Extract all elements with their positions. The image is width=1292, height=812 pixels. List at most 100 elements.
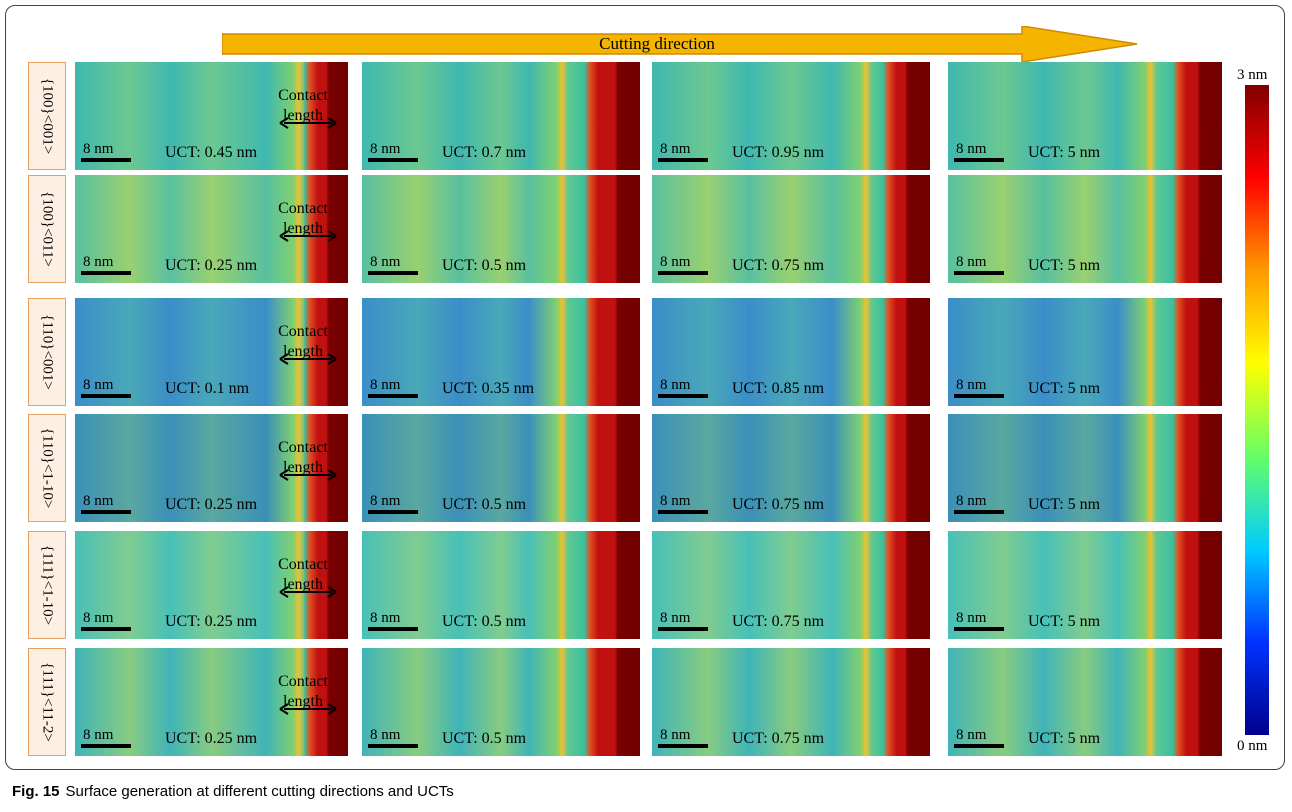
uct-label: UCT: 0.75 nm [732,257,824,275]
caption-text: Surface generation at different cutting … [66,783,454,800]
row-label-text: {100}<011> [39,191,56,267]
colorbar [1245,85,1269,735]
surface-panel: 8 nm UCT: 0.7 nm [362,62,640,170]
scale-bar: 8 nm [368,254,418,275]
scale-bar: 8 nm [368,141,418,162]
contact-arrow [278,585,338,599]
row-label-text: {110}<001> [39,314,56,390]
uct-label: UCT: 0.95 nm [732,144,824,162]
row-label: {110}<001> [28,298,66,406]
surface-panel: 8 nm UCT: 5 nm [948,62,1222,170]
surface-panel: 8 nm UCT: 0.75 nm [652,531,930,639]
row-label: {110}<1-10> [28,414,66,522]
row-label: {111}<11-2> [28,648,66,756]
surface-panel: 8 nm UCT: 0.25 nm Contact length [75,648,348,756]
uct-label: UCT: 0.5 nm [442,257,526,275]
arrow-label: Cutting direction [222,34,1092,54]
scale-bar: 8 nm [954,727,1004,748]
surface-panel: 8 nm UCT: 0.25 nm Contact length [75,531,348,639]
uct-label: UCT: 0.25 nm [165,730,257,748]
contact-label: Contact length [272,672,334,712]
uct-label: UCT: 0.85 nm [732,380,824,398]
row-label-text: {111}<11-2> [39,662,56,742]
uct-label: UCT: 5 nm [1028,144,1100,162]
scale-bar: 8 nm [81,727,131,748]
scale-bar: 8 nm [954,610,1004,631]
contact-arrow [278,468,338,482]
uct-label: UCT: 0.5 nm [442,613,526,631]
row-label-text: {100}<001> [39,78,56,154]
uct-label: UCT: 0.75 nm [732,730,824,748]
row-label-text: {111}<1-10> [39,545,56,625]
surface-panel: 8 nm UCT: 5 nm [948,298,1222,406]
surface-panel: 8 nm UCT: 5 nm [948,414,1222,522]
contact-arrow [278,352,338,366]
contact-label: Contact length [272,555,334,595]
surface-panel: 8 nm UCT: 5 nm [948,175,1222,283]
uct-label: UCT: 0.25 nm [165,613,257,631]
uct-label: UCT: 0.25 nm [165,496,257,514]
surface-panel: 8 nm UCT: 0.5 nm [362,648,640,756]
scale-bar: 8 nm [658,727,708,748]
uct-label: UCT: 5 nm [1028,257,1100,275]
row-label: {100}<011> [28,175,66,283]
surface-panel: 8 nm UCT: 0.25 nm Contact length [75,414,348,522]
contact-arrow [278,702,338,716]
uct-label: UCT: 0.1 nm [165,380,249,398]
scale-bar: 8 nm [368,377,418,398]
colorbar-min: 0 nm [1237,738,1267,755]
contact-label: Contact length [272,438,334,478]
caption: Fig. 15 Surface generation at different c… [12,783,454,800]
caption-label: Fig. 15 [12,783,60,800]
surface-panel: 8 nm UCT: 0.75 nm [652,414,930,522]
uct-label: UCT: 5 nm [1028,496,1100,514]
uct-label: UCT: 0.5 nm [442,496,526,514]
scale-bar: 8 nm [954,493,1004,514]
scale-bar: 8 nm [81,377,131,398]
surface-panel: 8 nm UCT: 0.25 nm Contact length [75,175,348,283]
scale-bar: 8 nm [954,254,1004,275]
scale-bar: 8 nm [658,610,708,631]
surface-panel: 8 nm UCT: 0.75 nm [652,175,930,283]
row-label: {100}<001> [28,62,66,170]
scale-bar: 8 nm [658,254,708,275]
uct-label: UCT: 5 nm [1028,730,1100,748]
contact-arrow [278,116,338,130]
uct-label: UCT: 0.75 nm [732,613,824,631]
page: Cutting direction 3 nm 0 nm Fig. 15 Surfa… [0,0,1292,812]
uct-label: UCT: 0.75 nm [732,496,824,514]
colorbar-max: 3 nm [1237,67,1267,84]
uct-label: UCT: 0.45 nm [165,144,257,162]
surface-panel: 8 nm UCT: 5 nm [948,531,1222,639]
scale-bar: 8 nm [658,493,708,514]
uct-label: UCT: 5 nm [1028,380,1100,398]
row-label-text: {110}<1-10> [39,428,56,509]
scale-bar: 8 nm [81,141,131,162]
row-label: {111}<1-10> [28,531,66,639]
surface-panel: 8 nm UCT: 0.5 nm [362,175,640,283]
contact-arrow [278,229,338,243]
scale-bar: 8 nm [954,141,1004,162]
contact-label: Contact length [272,199,334,239]
scale-bar: 8 nm [81,493,131,514]
scale-bar: 8 nm [81,254,131,275]
uct-label: UCT: 0.35 nm [442,380,534,398]
surface-panel: 8 nm UCT: 0.95 nm [652,62,930,170]
scale-bar: 8 nm [81,610,131,631]
uct-label: UCT: 5 nm [1028,613,1100,631]
uct-label: UCT: 0.7 nm [442,144,526,162]
surface-panel: 8 nm UCT: 5 nm [948,648,1222,756]
uct-label: UCT: 0.5 nm [442,730,526,748]
scale-bar: 8 nm [368,727,418,748]
scale-bar: 8 nm [954,377,1004,398]
uct-label: UCT: 0.25 nm [165,257,257,275]
surface-panel: 8 nm UCT: 0.75 nm [652,648,930,756]
scale-bar: 8 nm [368,610,418,631]
surface-panel: 8 nm UCT: 0.35 nm [362,298,640,406]
surface-panel: 8 nm UCT: 0.5 nm [362,531,640,639]
scale-bar: 8 nm [658,141,708,162]
